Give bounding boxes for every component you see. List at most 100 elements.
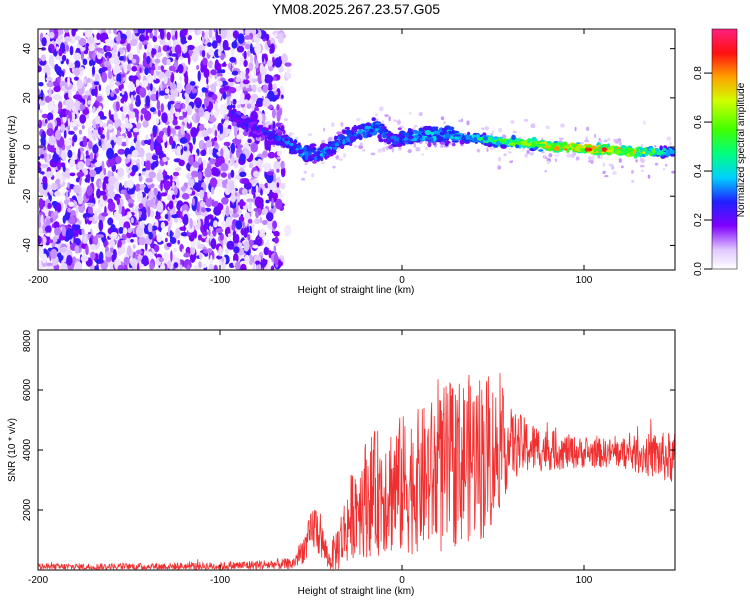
- noise-speckle: [150, 141, 154, 152]
- noise-speckle: [250, 54, 254, 64]
- noise-speckle: [158, 257, 164, 263]
- noise-speckle: [144, 186, 149, 194]
- noise-speckle: [47, 183, 51, 193]
- ridge-blob: [371, 117, 376, 122]
- noise-speckle: [54, 63, 59, 73]
- noise-speckle: [172, 119, 178, 126]
- noise-speckle: [99, 115, 107, 120]
- ridge-blob: [579, 148, 584, 152]
- noise-speckle: [175, 227, 181, 239]
- noise-speckle: [115, 155, 122, 164]
- noise-speckle: [187, 119, 191, 124]
- noise-speckle: [182, 29, 188, 36]
- halo-speckle: [580, 141, 584, 145]
- ridge-blob: [413, 135, 420, 139]
- noise-speckle: [66, 98, 75, 109]
- noise-speckle: [127, 198, 135, 204]
- snr-panel: -200 -100 0 100 2000 4000 6000 8000 Height of …: [7, 329, 676, 597]
- noise-speckle: [64, 138, 71, 147]
- noise-speckle: [222, 39, 229, 51]
- noise-speckle: [160, 192, 168, 197]
- snr-y-ticks: 2000 4000 6000 8000: [22, 329, 675, 521]
- noise-speckle: [104, 51, 113, 59]
- x-tick-label: -200: [28, 275, 48, 286]
- noise-speckle: [230, 193, 237, 203]
- ridge-blob: [538, 143, 546, 147]
- noise-speckle: [74, 245, 80, 254]
- noise-speckle: [42, 176, 48, 185]
- ridge-blob: [312, 160, 317, 164]
- halo-speckle: [413, 125, 418, 128]
- noise-speckle: [105, 250, 112, 258]
- noise-speckle: [248, 254, 254, 266]
- noise-speckle: [57, 160, 62, 171]
- noise-speckle: [225, 154, 229, 166]
- noise-speckle: [166, 58, 171, 66]
- halo-speckle: [547, 160, 550, 165]
- noise-speckle: [190, 143, 193, 154]
- noise-speckle: [109, 239, 115, 248]
- noise-speckle: [205, 238, 209, 244]
- noise-speckle: [168, 38, 172, 48]
- halo-speckle: [662, 167, 666, 171]
- ridge-blob: [422, 137, 426, 141]
- ridge-blob: [289, 142, 294, 147]
- halo-speckle: [396, 120, 401, 125]
- noise-speckle: [55, 190, 60, 196]
- ridge-blob: [388, 145, 394, 149]
- noise-speckle: [38, 198, 44, 210]
- noise-speckle: [233, 162, 239, 168]
- noise-speckle: [235, 261, 241, 270]
- ridge-blob: [570, 143, 578, 147]
- noise-speckle: [276, 104, 280, 111]
- noise-speckle: [237, 104, 242, 109]
- noise-speckle: [208, 230, 211, 236]
- noise-speckle: [161, 112, 168, 123]
- noise-speckle: [262, 98, 271, 108]
- halo-speckle: [503, 153, 507, 157]
- ridge-blob: [635, 147, 640, 152]
- noise-speckle: [93, 265, 99, 270]
- noise-speckle: [68, 89, 72, 100]
- noise-speckle: [118, 203, 122, 215]
- noise-speckle: [67, 118, 71, 127]
- noise-speckle: [200, 200, 206, 208]
- noise-speckle: [43, 64, 51, 75]
- noise-speckle: [105, 84, 111, 96]
- ridge-blob: [433, 136, 437, 142]
- noise-speckle: [221, 197, 229, 205]
- halo-speckle: [554, 154, 560, 157]
- noise-speckle: [116, 137, 123, 147]
- noise-speckle: [167, 112, 174, 123]
- noise-speckle: [94, 115, 101, 125]
- noise-speckle: [164, 88, 170, 94]
- y-tick-label: 6000: [22, 378, 33, 401]
- ridge-blob: [615, 149, 621, 155]
- halo-speckle: [669, 141, 672, 146]
- ridge-blob: [378, 126, 382, 130]
- noise-speckle: [263, 162, 270, 173]
- halo-speckle: [559, 137, 564, 140]
- noise-speckle: [167, 218, 172, 230]
- noise-speckle: [101, 160, 105, 171]
- ridge-blob: [581, 146, 587, 149]
- noise-speckle: [202, 230, 208, 237]
- noise-speckle: [71, 29, 76, 37]
- noise-speckle: [127, 37, 131, 44]
- ridge-blob: [252, 130, 258, 134]
- halo-speckle: [332, 165, 336, 169]
- noise-speckle: [254, 43, 262, 55]
- noise-speckle: [52, 94, 61, 101]
- noise-speckle: [128, 82, 136, 92]
- noise-speckle: [231, 154, 235, 166]
- colorbar-tick-label: 0.8: [693, 66, 704, 80]
- noise-speckle: [267, 151, 276, 159]
- noise-speckle: [244, 93, 251, 100]
- ridge-blob: [487, 144, 493, 148]
- noise-speckle: [197, 215, 202, 220]
- noise-speckle: [103, 167, 106, 176]
- noise-speckle: [77, 161, 85, 169]
- noise-speckle: [82, 98, 86, 105]
- noise-speckle: [214, 129, 218, 138]
